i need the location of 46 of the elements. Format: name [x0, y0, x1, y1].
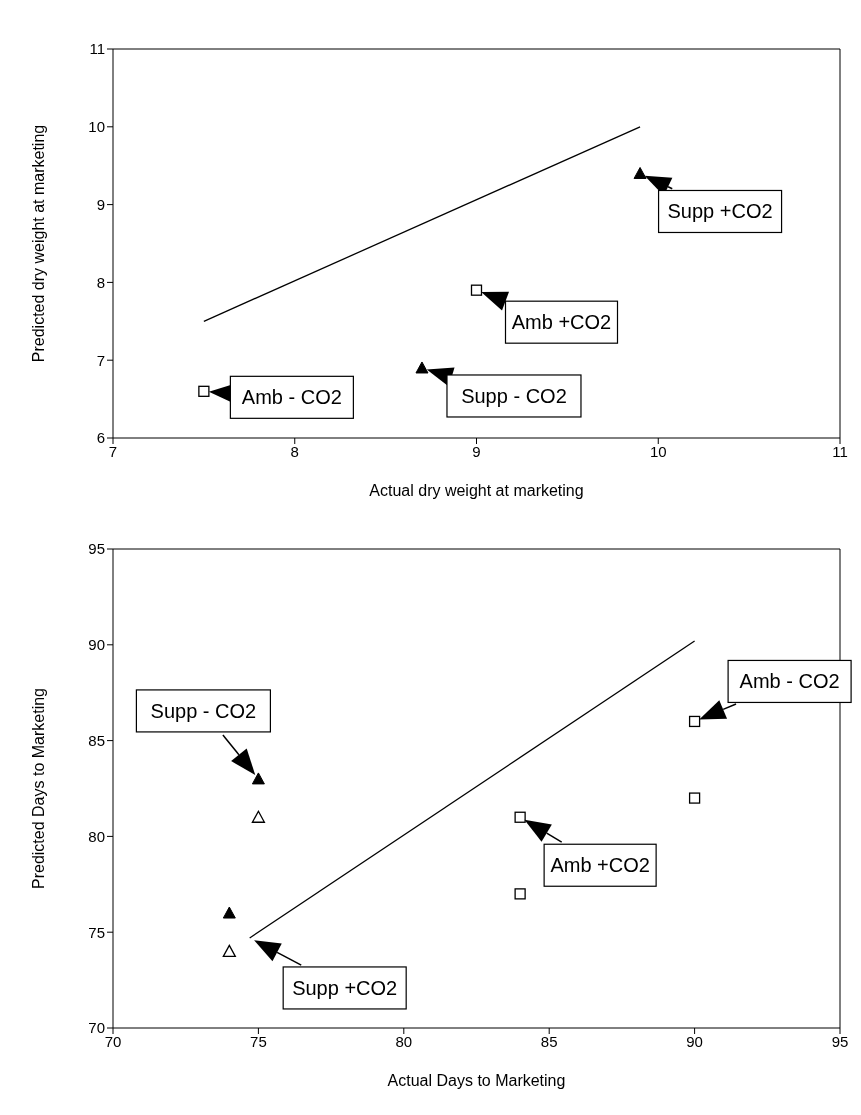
point: [222, 944, 236, 958]
y-tick-label: 10: [88, 118, 105, 136]
y-axis-title: Predicted Days to Marketing: [29, 688, 47, 889]
y-tick-label: 7: [96, 351, 105, 369]
x-tick-label: 95: [831, 1032, 849, 1050]
point: [198, 385, 210, 397]
point: [415, 361, 429, 374]
x-tick-label: 7: [108, 442, 118, 460]
x-tick-label: 85: [540, 1032, 558, 1050]
annotation: Supp - CO2: [461, 384, 567, 407]
y-tick-label: 6: [96, 429, 105, 447]
x-tick-label: 8: [290, 442, 299, 460]
y-tick-label: 11: [89, 40, 105, 58]
x-axis-title: Actual Days to Marketing: [387, 1072, 566, 1089]
x-tick-label: 11: [832, 442, 848, 460]
annotation: Supp +CO2: [667, 200, 773, 223]
y-tick-label: 95: [88, 540, 105, 558]
y-tick-label: 70: [88, 1019, 105, 1037]
point: [470, 284, 483, 296]
y-tick-label: 75: [88, 923, 105, 941]
y-tick-label: 8: [96, 273, 105, 291]
point: [633, 166, 647, 179]
y-tick-label: 85: [88, 731, 105, 749]
x-tick-label: 75: [250, 1032, 267, 1050]
x-axis-title: Actual dry weight at marketing: [369, 482, 584, 499]
point: [514, 811, 526, 823]
annotation: Amb +CO2: [550, 854, 650, 877]
x-tick-label: 80: [395, 1032, 413, 1050]
point: [688, 792, 701, 804]
point: [688, 715, 701, 728]
annotation: Amb - CO2: [241, 386, 342, 409]
point: [222, 906, 236, 919]
y-tick-label: 80: [88, 827, 105, 845]
annotation: Supp +CO2: [292, 976, 398, 999]
y-axis-title: Predicted dry weight at marketing: [29, 124, 47, 363]
y-tick-label: 90: [88, 636, 105, 654]
x-tick-label: 9: [472, 442, 481, 460]
annotation: Supp - CO2: [150, 699, 257, 722]
point: [514, 888, 526, 900]
x-tick-label: 90: [686, 1032, 703, 1050]
annotation: Amb +CO2: [511, 311, 612, 334]
annotation: Amb - CO2: [739, 670, 840, 693]
y-tick-label: 9: [96, 195, 105, 213]
point: [251, 810, 266, 823]
point: [251, 772, 265, 785]
x-tick-label: 10: [649, 442, 667, 460]
